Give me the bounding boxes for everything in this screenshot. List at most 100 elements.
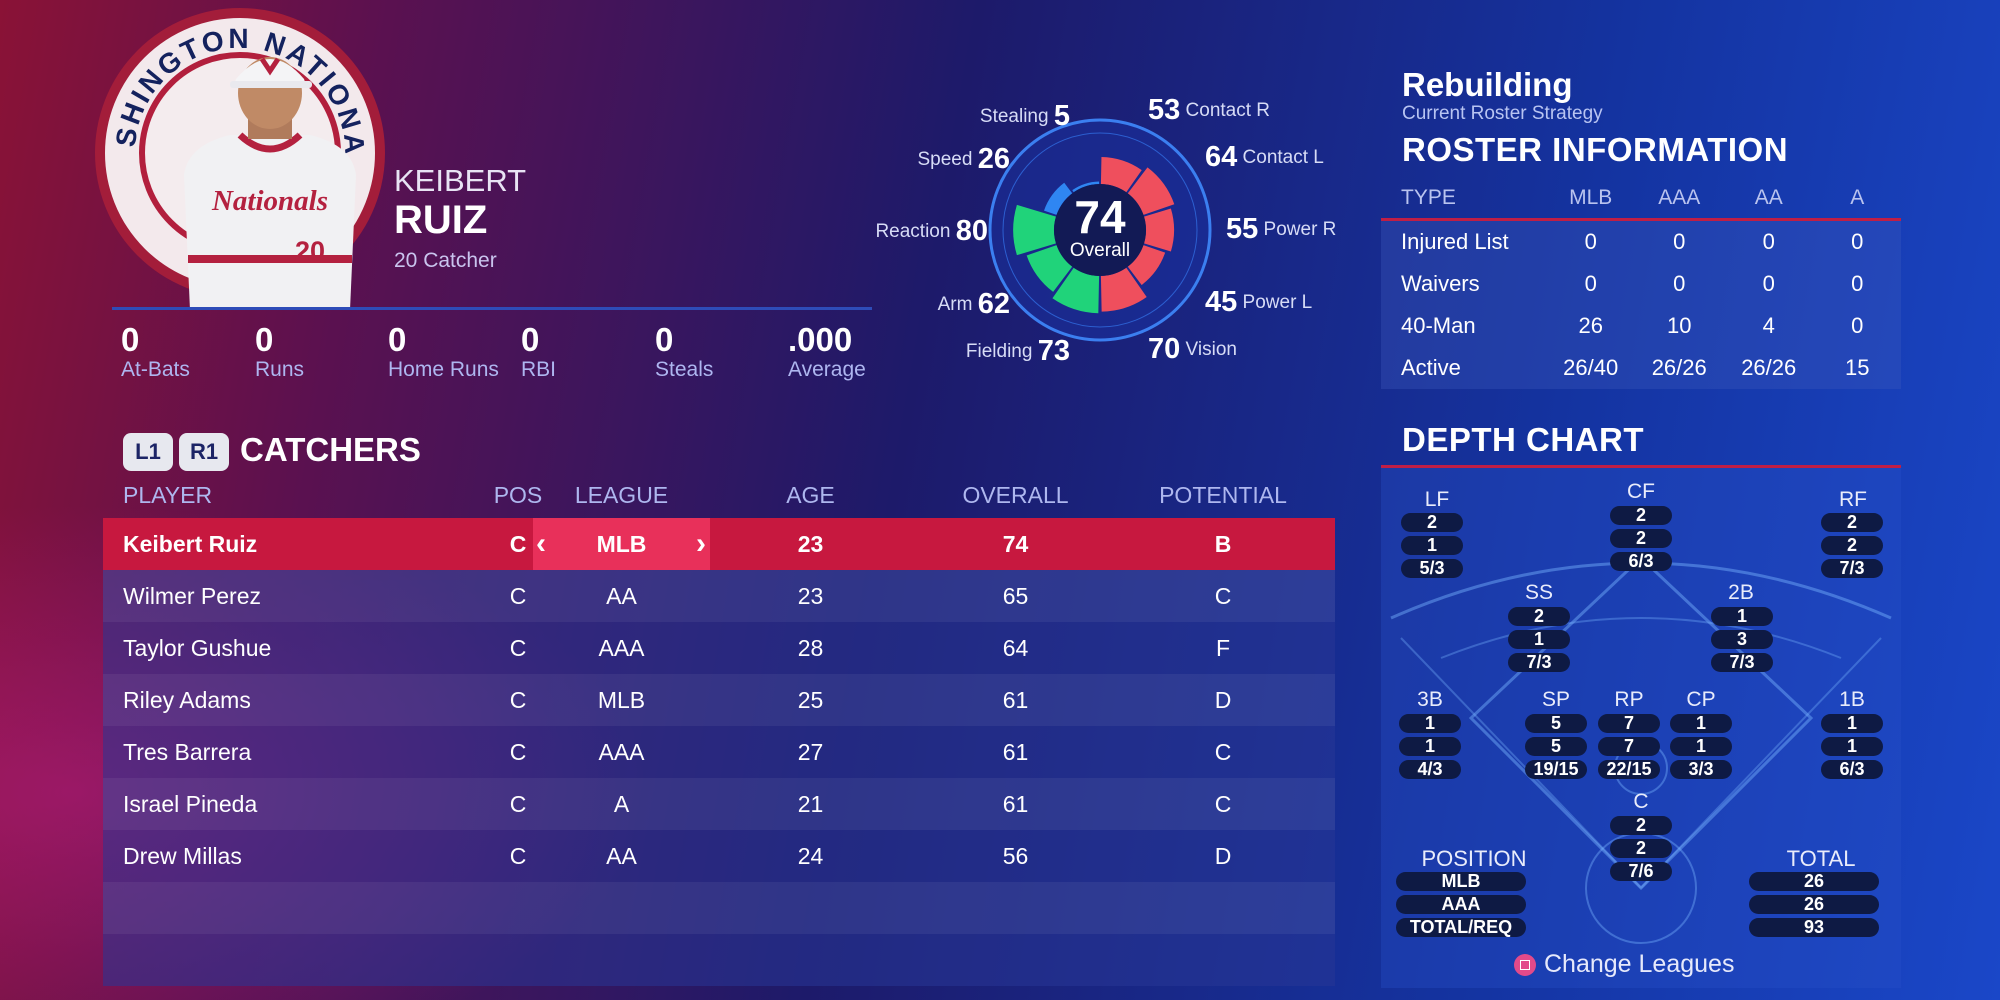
- table-row[interactable]: Wilmer Perez C AA 23 65 C: [103, 570, 1335, 622]
- ss-aaa[interactable]: 1: [1508, 630, 1570, 649]
- cf-total[interactable]: 6/3: [1610, 552, 1672, 571]
- stat-value: 0: [521, 321, 540, 358]
- table-row[interactable]: Tres Barrera C AAA 27 61 C: [103, 726, 1335, 778]
- rp-total[interactable]: 22/15: [1598, 760, 1660, 779]
- square-button-icon: [1514, 953, 1536, 976]
- rating-stealing: Stealing 5: [980, 100, 1070, 133]
- lf-total[interactable]: 5/3: [1401, 559, 1463, 578]
- 2b-total[interactable]: 7/3: [1711, 653, 1773, 672]
- cp-aaa[interactable]: 1: [1670, 737, 1732, 756]
- change-leagues-button[interactable]: Change Leagues: [1514, 950, 1734, 979]
- col-league[interactable]: LEAGUE: [574, 482, 669, 508]
- 3b-mlb[interactable]: 1: [1399, 714, 1461, 733]
- rating-arm: Arm 62: [938, 288, 1010, 321]
- c-total[interactable]: 7/6: [1610, 862, 1672, 881]
- cell-age: 24: [797, 843, 824, 869]
- col-overall[interactable]: OVERALL: [962, 482, 1069, 508]
- lf-aaa[interactable]: 1: [1401, 536, 1463, 555]
- pos-label-cp: CP: [1686, 688, 1716, 711]
- r1-button[interactable]: R1: [179, 433, 229, 471]
- rating-fielding: Fielding 73: [966, 335, 1070, 368]
- col-age[interactable]: AGE: [786, 482, 835, 508]
- rating-value: 73: [1037, 335, 1070, 367]
- 2b-aaa[interactable]: 3: [1711, 630, 1773, 649]
- stat-value: 0: [655, 321, 674, 358]
- table-row[interactable]: Israel Pineda C A 21 61 C: [103, 778, 1335, 830]
- cell-age: 27: [797, 739, 824, 765]
- ss-total[interactable]: 7/3: [1508, 653, 1570, 672]
- radar-wedge-vision: [1100, 267, 1147, 312]
- table-row-selected[interactable]: Keibert Ruiz C ‹ MLB › 23 74 B: [103, 518, 1335, 570]
- pos-label-lf: LF: [1424, 488, 1450, 511]
- rating-value: 62: [977, 288, 1010, 320]
- cell-age: 25: [797, 687, 824, 713]
- roster-strategy: Rebuilding: [1402, 66, 1573, 103]
- stat-label: At-Bats: [121, 358, 190, 381]
- lf-mlb[interactable]: 2: [1401, 513, 1463, 532]
- 1b-total[interactable]: 6/3: [1821, 760, 1883, 779]
- rating-label: Reaction: [875, 221, 951, 242]
- cell-potential: D: [1214, 687, 1232, 713]
- stat-rbi: 0 RBI: [521, 322, 556, 382]
- rating-value: 5: [1053, 100, 1070, 132]
- rating-label: Contact L: [1242, 147, 1324, 168]
- table-row[interactable]: Drew Millas C AA 24 56 D: [103, 830, 1335, 882]
- roster-col-aaa: AAA: [1658, 186, 1701, 209]
- cell-potential: C: [1214, 583, 1232, 609]
- rating-value: 55: [1226, 213, 1259, 245]
- rf-mlb[interactable]: 2: [1821, 513, 1883, 532]
- cp-total[interactable]: 3/3: [1670, 760, 1732, 779]
- 1b-aaa[interactable]: 1: [1821, 737, 1883, 756]
- player-portrait: Nationals 20: [184, 57, 356, 310]
- rating-value: 70: [1148, 333, 1181, 365]
- col-pos[interactable]: POS: [493, 482, 543, 508]
- table-row-empty: [103, 934, 1335, 986]
- pos-label-sp: SP: [1541, 688, 1570, 711]
- rating-label: Fielding: [965, 341, 1033, 362]
- cell-overall: 56: [1002, 843, 1029, 869]
- ss-mlb[interactable]: 2: [1508, 607, 1570, 626]
- cell-league: A: [613, 791, 630, 817]
- sp-aaa[interactable]: 5: [1525, 737, 1587, 756]
- roster-cell: 4: [1762, 313, 1775, 338]
- stat-home-runs: 0 Home Runs: [388, 322, 499, 382]
- rf-total[interactable]: 7/3: [1821, 559, 1883, 578]
- pos-label-1b: 1B: [1839, 688, 1865, 711]
- cell-age: 21: [797, 791, 824, 817]
- radar-wedge-power-l: [1127, 245, 1166, 285]
- l1-button[interactable]: L1: [123, 433, 173, 471]
- pos-label-cf: CF: [1627, 480, 1655, 503]
- league-next-arrow[interactable]: ›: [696, 527, 706, 560]
- c-mlb[interactable]: 2: [1610, 816, 1672, 835]
- table-row[interactable]: Riley Adams C MLB 25 61 D: [103, 674, 1335, 726]
- cell-league[interactable]: MLB: [596, 531, 647, 557]
- 2b-mlb[interactable]: 1: [1711, 607, 1773, 626]
- rp-aaa[interactable]: 7: [1598, 737, 1660, 756]
- sp-mlb[interactable]: 5: [1525, 714, 1587, 733]
- league-prev-arrow[interactable]: ‹: [536, 527, 546, 560]
- roster-cell: 0: [1762, 271, 1775, 296]
- rating-speed: Speed 26: [918, 143, 1011, 176]
- roster-cell: 15: [1845, 355, 1870, 380]
- stat-label: RBI: [521, 358, 557, 381]
- cell-player: Tres Barrera: [123, 739, 252, 765]
- c-aaa[interactable]: 2: [1610, 839, 1672, 858]
- table-row[interactable]: Taylor Gushue C AAA 28 64 F: [103, 622, 1335, 674]
- col-potential[interactable]: POTENTIAL: [1159, 482, 1287, 508]
- cell-player: Taylor Gushue: [123, 635, 272, 661]
- cp-mlb[interactable]: 1: [1670, 714, 1732, 733]
- rating-label: Power L: [1242, 292, 1313, 313]
- 3b-total[interactable]: 4/3: [1399, 760, 1461, 779]
- col-player[interactable]: PLAYER: [123, 482, 213, 508]
- rf-aaa[interactable]: 2: [1821, 536, 1883, 555]
- 3b-aaa[interactable]: 1: [1399, 737, 1461, 756]
- sp-total[interactable]: 19/15: [1525, 760, 1587, 779]
- depth-chart-title: DEPTH CHART: [1402, 421, 1644, 458]
- rating-label: Speed: [917, 149, 973, 170]
- rp-mlb[interactable]: 7: [1598, 714, 1660, 733]
- cf-aaa[interactable]: 2: [1610, 529, 1672, 548]
- 1b-mlb[interactable]: 1: [1821, 714, 1883, 733]
- overall-label: Overall: [1069, 240, 1131, 261]
- cell-player: Wilmer Perez: [123, 583, 262, 609]
- cf-mlb[interactable]: 2: [1610, 506, 1672, 525]
